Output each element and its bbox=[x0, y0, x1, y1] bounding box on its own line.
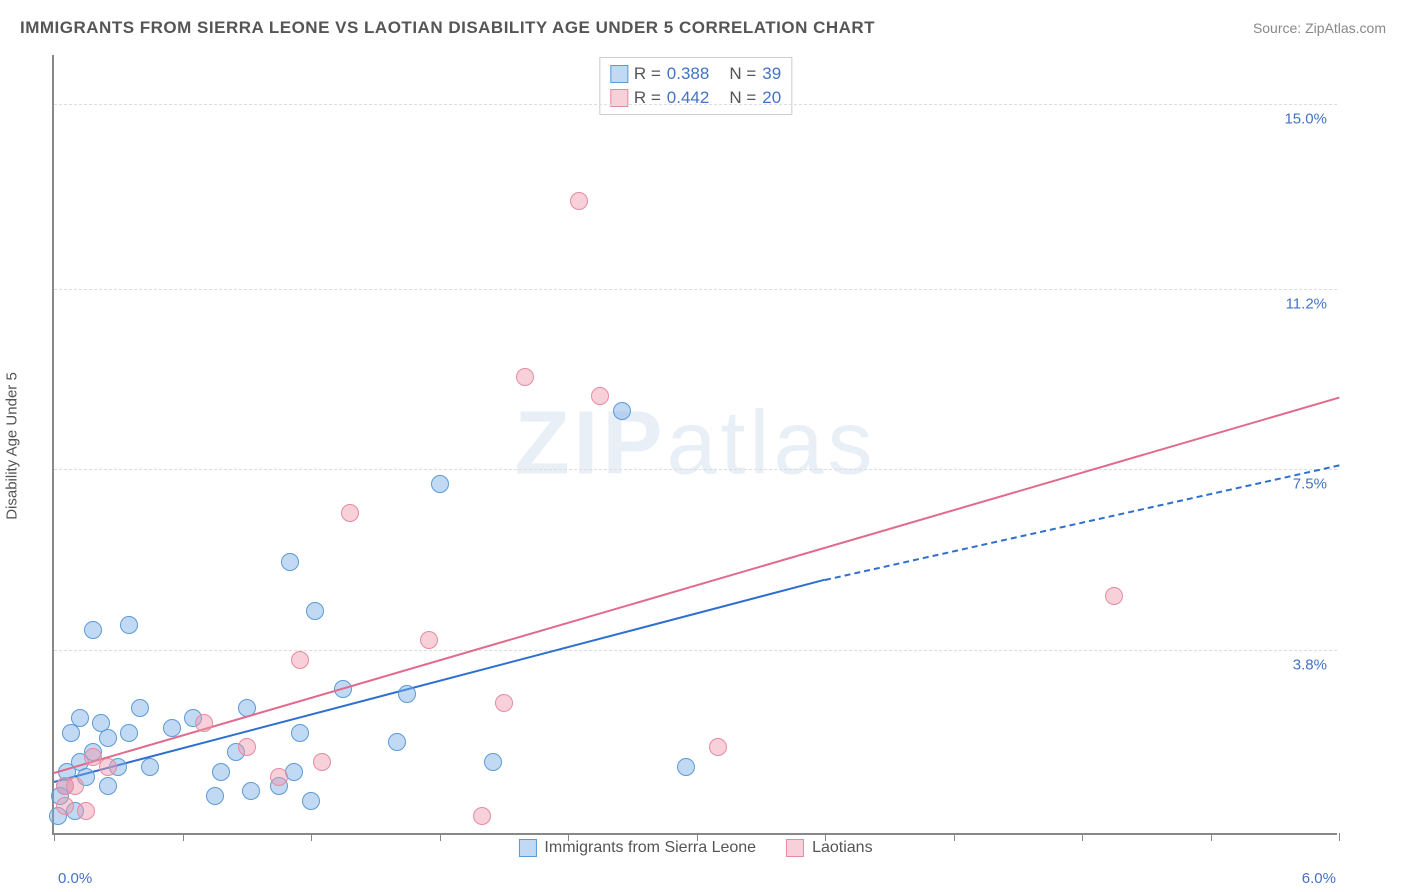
x-tick bbox=[183, 833, 184, 841]
sierra-point bbox=[99, 729, 117, 747]
gridline bbox=[54, 650, 1337, 651]
laotian-point bbox=[195, 714, 213, 732]
x-tick bbox=[1211, 833, 1212, 841]
sierra-point bbox=[484, 753, 502, 771]
legend-row-sierra: R = 0.388 N = 39 bbox=[610, 62, 781, 86]
n-label: N = bbox=[729, 88, 756, 108]
laotian-point bbox=[495, 694, 513, 712]
legend-swatch bbox=[610, 65, 628, 83]
n-label: N = bbox=[729, 64, 756, 84]
source-prefix: Source: bbox=[1253, 20, 1305, 36]
sierra-point bbox=[120, 724, 138, 742]
laotian-point bbox=[238, 738, 256, 756]
laotian-point bbox=[709, 738, 727, 756]
laotian-point bbox=[516, 368, 534, 386]
sierra-point bbox=[206, 787, 224, 805]
y-tick-label: 15.0% bbox=[1284, 110, 1327, 127]
y-tick-label: 7.5% bbox=[1293, 476, 1327, 493]
x-tick bbox=[568, 833, 569, 841]
laotian-point bbox=[66, 777, 84, 795]
source-attribution: Source: ZipAtlas.com bbox=[1253, 20, 1386, 36]
sierra-point bbox=[120, 616, 138, 634]
x-tick bbox=[54, 833, 55, 841]
sierra-point bbox=[613, 402, 631, 420]
sierra-point bbox=[131, 699, 149, 717]
laotian-point bbox=[313, 753, 331, 771]
laotian-point bbox=[291, 651, 309, 669]
laotian-point bbox=[591, 387, 609, 405]
sierra-point bbox=[306, 602, 324, 620]
y-tick-label: 3.8% bbox=[1293, 656, 1327, 673]
legend-swatch bbox=[518, 839, 536, 857]
laotian-point bbox=[56, 797, 74, 815]
sierra-point bbox=[431, 475, 449, 493]
laotian-point bbox=[473, 807, 491, 825]
laotian-trendline bbox=[54, 396, 1340, 773]
legend-swatch bbox=[786, 839, 804, 857]
correlation-legend: R = 0.388 N = 39 R = 0.442 N = 20 bbox=[599, 57, 792, 115]
source-link[interactable]: ZipAtlas.com bbox=[1305, 20, 1386, 36]
sierra-point bbox=[71, 709, 89, 727]
sierra-point bbox=[99, 777, 117, 795]
gridline bbox=[54, 289, 1337, 290]
laotian-point bbox=[99, 758, 117, 776]
r-label: R = bbox=[634, 64, 661, 84]
r-value: 0.442 bbox=[667, 88, 710, 108]
legend-item-laotian: Laotians bbox=[786, 839, 873, 857]
y-tick-label: 11.2% bbox=[1286, 296, 1327, 313]
sierra-trendline-projection bbox=[825, 465, 1339, 582]
sierra-point bbox=[212, 763, 230, 781]
sierra-point bbox=[302, 792, 320, 810]
x-tick bbox=[697, 833, 698, 841]
r-label: R = bbox=[634, 88, 661, 108]
x-tick bbox=[954, 833, 955, 841]
laotian-point bbox=[420, 631, 438, 649]
r-value: 0.388 bbox=[667, 64, 710, 84]
sierra-point bbox=[242, 782, 260, 800]
legend-label: Laotians bbox=[812, 839, 873, 857]
page-title: IMMIGRANTS FROM SIERRA LEONE VS LAOTIAN … bbox=[20, 18, 875, 38]
x-axis-min-label: 0.0% bbox=[58, 870, 92, 887]
sierra-point bbox=[163, 719, 181, 737]
legend-item-sierra: Immigrants from Sierra Leone bbox=[518, 839, 756, 857]
x-axis-max-label: 6.0% bbox=[1302, 870, 1336, 887]
y-axis-label: Disability Age Under 5 bbox=[4, 372, 21, 520]
x-tick bbox=[1339, 833, 1340, 841]
n-value: 20 bbox=[762, 88, 781, 108]
x-tick bbox=[311, 833, 312, 841]
watermark-light: atlas bbox=[666, 394, 876, 494]
sierra-trendline bbox=[54, 579, 825, 783]
sierra-point bbox=[388, 733, 406, 751]
sierra-point bbox=[677, 758, 695, 776]
watermark: ZIPatlas bbox=[514, 393, 876, 496]
legend-label: Immigrants from Sierra Leone bbox=[544, 839, 756, 857]
laotian-point bbox=[77, 802, 95, 820]
gridline bbox=[54, 104, 1337, 105]
n-value: 39 bbox=[762, 64, 781, 84]
sierra-point bbox=[291, 724, 309, 742]
x-tick bbox=[1082, 833, 1083, 841]
laotian-point bbox=[1105, 587, 1123, 605]
series-legend: Immigrants from Sierra Leone Laotians bbox=[518, 833, 872, 857]
sierra-point bbox=[141, 758, 159, 776]
x-tick bbox=[825, 833, 826, 841]
sierra-point bbox=[84, 621, 102, 639]
gridline bbox=[54, 469, 1337, 470]
watermark-bold: ZIP bbox=[514, 394, 666, 494]
sierra-point bbox=[281, 553, 299, 571]
laotian-point bbox=[570, 192, 588, 210]
laotian-point bbox=[341, 504, 359, 522]
laotian-point bbox=[270, 768, 288, 786]
legend-row-laotian: R = 0.442 N = 20 bbox=[610, 86, 781, 110]
x-tick bbox=[440, 833, 441, 841]
sierra-point bbox=[398, 685, 416, 703]
scatter-chart: ZIPatlas R =0.388N =39R =0.442N =20 Immi… bbox=[52, 55, 1337, 835]
